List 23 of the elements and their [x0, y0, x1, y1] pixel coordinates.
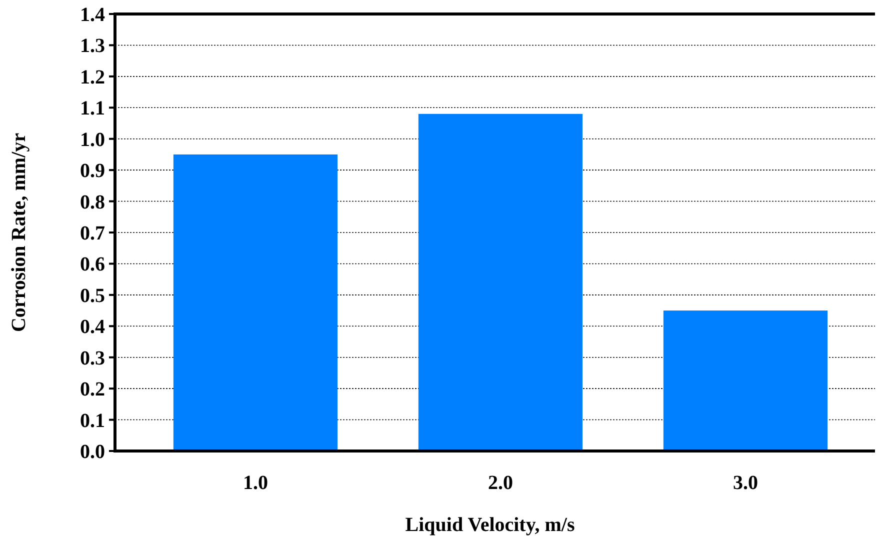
y-tick-label: 0.1	[80, 410, 105, 432]
y-tick-label: 0.4	[80, 316, 105, 338]
y-tick-label: 0.5	[80, 284, 105, 307]
y-tick-label: 1.3	[80, 35, 105, 58]
y-tick-label: 0.2	[80, 378, 105, 401]
y-tick-label: 0.0	[80, 441, 105, 463]
x-tick-label: 2.0	[488, 472, 513, 494]
bar	[173, 154, 338, 451]
bar	[418, 114, 583, 451]
y-tick-label: 0.6	[80, 254, 105, 276]
y-tick-label: 0.9	[80, 160, 105, 182]
y-tick-label: 0.8	[80, 191, 105, 214]
x-tick-label: 1.0	[243, 472, 268, 494]
y-tick-label: 1.2	[80, 66, 105, 88]
y-tick-label: 1.0	[80, 128, 105, 151]
y-axis-title: Corrosion Rate, mm/yr	[8, 132, 30, 332]
bar	[663, 310, 828, 451]
y-tick-label: 1.4	[80, 4, 105, 26]
x-tick-label: 3.0	[733, 472, 758, 494]
x-axis-title: Liquid Velocity, m/s	[405, 514, 575, 536]
y-tick-label: 0.7	[80, 222, 105, 244]
y-tick-label: 1.1	[80, 98, 105, 120]
y-tick-label: 0.3	[80, 347, 105, 370]
